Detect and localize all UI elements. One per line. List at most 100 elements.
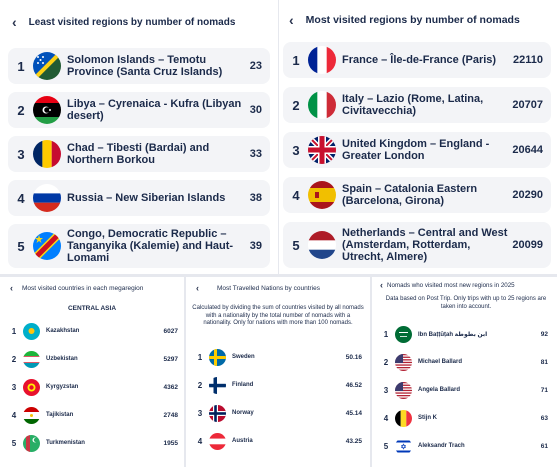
nomad-count: 20290: [512, 189, 543, 201]
list-item[interactable]: 5 Turkmenistan 1955: [8, 432, 178, 454]
list-item[interactable]: 2 Libya – Cyrenaica - Kufra (Libyan dese…: [8, 92, 270, 128]
nomad-count: 20099: [512, 239, 543, 251]
rank-number: 1: [197, 352, 203, 362]
count-value: 5297: [163, 355, 178, 363]
libya-flag-icon: [33, 96, 61, 124]
list-item[interactable]: 1 Ibn Baṭṭūṭah ابن بطوطة 92: [380, 323, 548, 345]
nation-name: Sweden: [232, 354, 255, 360]
list-item[interactable]: 4 Austria 43.25: [194, 430, 362, 452]
back-chevron-left-icon[interactable]: ‹: [196, 283, 199, 293]
new-regions-value: 81: [540, 358, 548, 366]
country-name: Turkmenistan: [46, 440, 85, 446]
back-chevron-left-icon[interactable]: ‹: [380, 280, 383, 290]
list-item[interactable]: 3 Angela Ballard 71: [380, 379, 548, 401]
nomad-name: Ibn Baṭṭūṭah ابن بطوطة: [418, 331, 488, 338]
travelled-note: Calculated by dividing the sum of countr…: [192, 305, 364, 326]
new-regions-panel: ‹ Nomads who visited most new regions in…: [372, 277, 557, 467]
list-item[interactable]: 2 Michael Ballard 81: [380, 351, 548, 373]
region-name: United Kingdom – England - Greater Londo…: [342, 138, 490, 162]
country-name: Tajikistan: [46, 412, 74, 418]
list-item[interactable]: 4 Russia – New Siberian Islands 38: [8, 180, 270, 216]
nation-name: Norway: [232, 410, 254, 416]
back-chevron-left-icon[interactable]: ‹: [12, 14, 17, 30]
region-name: France – Île-de-France (Paris): [342, 54, 497, 66]
saudi-arabia-flag-icon: [395, 325, 412, 343]
nomad-name: Stijn K: [418, 415, 437, 421]
rank-number: 5: [383, 441, 389, 451]
list-item[interactable]: 5 Netherlands – Central and West (Amster…: [283, 222, 551, 268]
list-item[interactable]: 2 Italy – Lazio (Rome, Latina, Civitavec…: [283, 87, 551, 123]
region-name: Congo, Democratic Republic – Tanganyika …: [67, 228, 234, 264]
rank-number: 4: [292, 187, 300, 203]
kazakhstan-flag-icon: [23, 322, 40, 340]
region-name: Netherlands – Central and West (Amsterda…: [342, 227, 508, 263]
israel-flag-icon: [395, 437, 412, 455]
rank-number: 3: [17, 146, 25, 162]
rank-number: 3: [11, 382, 17, 392]
list-item[interactable]: 1 Kazakhstan 6027: [8, 320, 178, 342]
rank-number: 4: [17, 190, 25, 206]
sweden-flag-icon: [209, 348, 226, 366]
rank-number: 2: [17, 102, 25, 118]
megaregion-subtitle: CENTRAL ASIA: [67, 305, 117, 312]
list-item[interactable]: 4 Spain – Catalonia Eastern (Barcelona, …: [283, 177, 551, 213]
rank-number: 3: [292, 142, 300, 158]
list-item[interactable]: 2 Uzbekistan 5297: [8, 348, 178, 370]
rank-number: 1: [383, 329, 389, 339]
count-value: 6027: [163, 327, 178, 335]
kyrgyzstan-flag-icon: [23, 378, 40, 396]
region-name: Chad – Tibesti (Bardai) and Northern Bor…: [67, 142, 210, 166]
norway-flag-icon: [209, 404, 226, 422]
region-name: Solomon Islands – Temotu Province (Santa…: [67, 54, 223, 78]
rank-number: 2: [11, 354, 17, 364]
usa-flag-icon: [395, 353, 412, 371]
list-item[interactable]: 5 Aleksandr Trach 61: [380, 435, 548, 457]
list-item[interactable]: 3 Kyrgyzstan 4362: [8, 376, 178, 398]
region-name: Spain – Catalonia Eastern (Barcelona, Gi…: [342, 183, 478, 207]
count-value: 2748: [163, 411, 178, 419]
list-item[interactable]: 4 Stijn K 63: [380, 407, 548, 429]
netherlands-flag-icon: [308, 231, 336, 259]
list-item[interactable]: 5 Congo, Democratic Republic – Tanganyik…: [8, 224, 270, 268]
new-regions-title: Nomads who visited most new regions in 2…: [387, 281, 515, 289]
new-regions-value: 61: [540, 442, 548, 450]
rank-number: 3: [383, 385, 389, 395]
least-visited-title: Least visited regions by number of nomad…: [28, 16, 236, 28]
new-regions-value: 71: [540, 386, 548, 394]
list-item[interactable]: 3 Norway 45.14: [194, 402, 362, 424]
least-visited-panel: ‹ Least visited regions by number of nom…: [0, 0, 278, 274]
megaregion-title: Most visited countries in each megaregio…: [22, 284, 144, 292]
nomad-count: 22110: [513, 54, 543, 66]
back-chevron-left-icon[interactable]: ‹: [289, 12, 294, 28]
austria-flag-icon: [209, 432, 226, 450]
list-item[interactable]: 4 Tajikistan 2748: [8, 404, 178, 426]
travelled-nations-panel: ‹ Most Travelled Nations by countries Ca…: [186, 277, 370, 467]
travelled-title: Most Travelled Nations by countries: [217, 284, 320, 292]
nomad-name: Michael Ballard: [418, 359, 463, 365]
nomad-count: 39: [249, 240, 262, 252]
rank-number: 2: [197, 380, 203, 390]
rank-number: 5: [17, 238, 25, 254]
list-item[interactable]: 3 United Kingdom – England - Greater Lon…: [283, 132, 551, 168]
back-chevron-left-icon[interactable]: ‹: [10, 283, 13, 293]
list-item[interactable]: 1 Sweden 50.16: [194, 346, 362, 368]
nomad-count: 20644: [512, 144, 543, 156]
country-name: Uzbekistan: [46, 356, 78, 362]
list-item[interactable]: 3 Chad – Tibesti (Bardai) and Northern B…: [8, 136, 270, 172]
avg-countries-value: 46.52: [345, 381, 362, 389]
region-name: Russia – New Siberian Islands: [67, 192, 226, 204]
list-item[interactable]: 1 France – Île-de-France (Paris) 22110: [283, 42, 551, 78]
rank-number: 5: [11, 438, 17, 448]
belgium-flag-icon: [395, 409, 412, 427]
count-value: 1955: [163, 439, 178, 447]
uk-flag-icon: [308, 136, 336, 164]
most-visited-title: Most visited regions by number of nomads: [305, 14, 520, 26]
rank-number: 1: [292, 52, 300, 68]
nomad-count: 38: [249, 192, 262, 204]
rank-number: 4: [11, 410, 17, 420]
chad-flag-icon: [33, 140, 61, 168]
france-flag-icon: [308, 46, 336, 74]
list-item[interactable]: 1 Solomon Islands – Temotu Province (San…: [8, 48, 270, 84]
list-item[interactable]: 2 Finland 46.52: [194, 374, 362, 396]
rank-number: 2: [292, 97, 300, 113]
